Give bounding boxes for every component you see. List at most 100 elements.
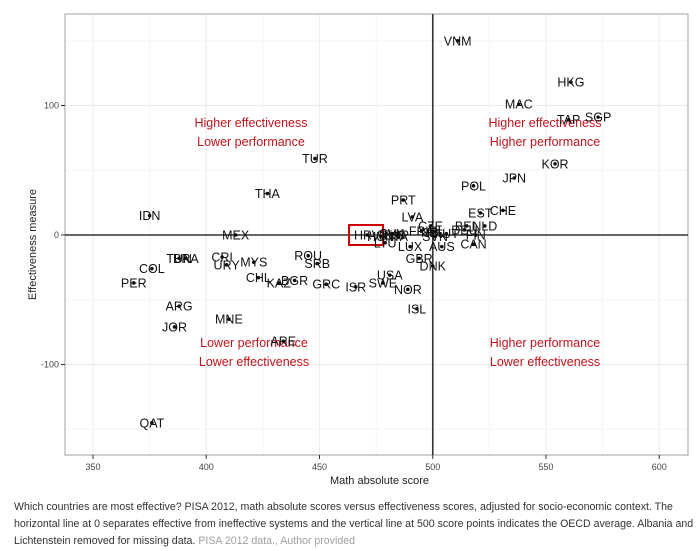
data-point-hkg [569, 80, 573, 84]
point-label: NZL [421, 226, 445, 240]
quadrant-annotation-top-right: Higher effectiveness [488, 116, 601, 130]
point-label: ARG [166, 300, 193, 314]
point-label: ESP [384, 229, 409, 243]
y-tick-label: 100 [44, 101, 59, 111]
point-label: IRL [425, 225, 445, 239]
data-point-che [501, 208, 505, 213]
point-label: LUX [398, 240, 423, 254]
point-label: AUT [434, 227, 459, 241]
data-point-nor [406, 287, 410, 292]
quadrant-annotation-bottom-right: Lower effectiveness [490, 355, 600, 369]
data-point-mac [517, 102, 521, 107]
data-point-qat [150, 420, 154, 425]
point-label: MAC [505, 98, 533, 112]
point-label: POL [461, 179, 486, 193]
quadrant-annotation-top-left: Higher effectiveness [194, 116, 307, 130]
point-label: VNM [444, 34, 472, 48]
highlight-box [348, 224, 385, 246]
country-points: VNM HKG MAC TAP SGP KOR JPN POL TUR THA IDN PRT LVA E… [121, 34, 611, 430]
y-axis-title: Effectiveness measure [27, 189, 39, 300]
point-label: SRB [304, 257, 330, 271]
data-point-isr [353, 285, 358, 289]
point-label: ROU [294, 249, 322, 263]
point-label: TUN [166, 252, 192, 266]
x-axis-title: Math absolute score [330, 475, 429, 487]
point-label: DEU [451, 223, 477, 237]
data-point-per [131, 281, 136, 285]
scatter-chart: Higher effectiveness Lower performance Hig… [27, 13, 689, 487]
quadrant-annotation-top-left: Lower performance [197, 135, 305, 149]
data-point-fra [419, 229, 424, 233]
point-label: NLD [472, 219, 497, 233]
x-tick-label: 600 [652, 462, 667, 472]
point-label: AUS [429, 240, 455, 254]
point-label: PRT [391, 194, 416, 208]
data-point-cze [428, 224, 433, 228]
data-point-kaz [276, 281, 281, 285]
data-point-pol [471, 183, 476, 188]
data-point-arg [177, 304, 181, 309]
point-label: SWE [369, 276, 397, 290]
x-tick-label: 500 [425, 462, 440, 472]
point-label: CHE [490, 204, 516, 218]
point-label: ITA [390, 230, 409, 244]
point-label: KAZ [267, 276, 292, 290]
data-point-ury [224, 262, 229, 267]
point-label: CRI [211, 251, 233, 265]
caption-text: Which countries are most effective? PISA… [14, 501, 694, 547]
data-point-can [471, 242, 476, 246]
point-label: ISL [408, 302, 427, 316]
data-point-chl [256, 275, 261, 280]
data-point-nzl [430, 230, 435, 235]
x-tick-label: 350 [85, 462, 100, 472]
data-point-mne [227, 317, 231, 321]
point-label: THA [255, 187, 281, 201]
data-point-svk [390, 231, 394, 236]
point-label: CZE [418, 219, 443, 233]
point-label: LTU [374, 236, 397, 250]
point-label: MNE [215, 313, 243, 327]
point-label: CHL [246, 271, 271, 285]
caption-source: PISA 2012 data., Author provided [198, 535, 355, 547]
point-label: IDN [139, 209, 161, 223]
data-point-tap [566, 117, 571, 122]
point-label: KOR [542, 157, 569, 171]
data-point-aut [444, 231, 449, 236]
point-label: MEX [222, 229, 250, 243]
data-point-prt [401, 198, 406, 202]
point-label: GRC [312, 278, 340, 292]
data-point-nld [483, 224, 487, 228]
quadrant-annotation-bottom-right: Higher performance [490, 336, 601, 350]
data-point-sgp [596, 115, 600, 119]
x-tick-label: 400 [199, 462, 214, 472]
data-point-jor [172, 325, 177, 329]
point-label: SVK [379, 227, 405, 241]
quadrant-annotation-top-right: Higher performance [490, 135, 601, 149]
data-point-hun [378, 234, 383, 239]
data-point-usa [387, 273, 392, 277]
quadrant-annotation-bottom-left: Lower effectiveness [199, 355, 309, 369]
point-label: TUR [302, 152, 328, 166]
data-point-dnk [430, 264, 435, 268]
data-point-rou [306, 253, 310, 258]
data-point-mex [233, 233, 238, 237]
data-point-est [478, 211, 483, 215]
point-label: CAN [460, 238, 486, 252]
point-label: HUN [367, 230, 394, 244]
data-point-bgr [292, 278, 297, 283]
x-tick-label: 450 [312, 462, 327, 472]
point-label: NOR [394, 283, 422, 297]
point-label: HRV [354, 229, 381, 243]
point-label: LVA [401, 210, 423, 224]
point-label: USA [377, 269, 403, 283]
point-label: COL [139, 262, 165, 276]
point-label: ARE [270, 335, 296, 349]
point-label: SGP [585, 111, 611, 125]
point-label: BEL [455, 219, 479, 233]
data-point-mys [252, 260, 256, 264]
point-label: QAT [139, 416, 164, 430]
data-point-deu [462, 228, 467, 232]
data-point-swe [381, 281, 385, 285]
data-point-lva [410, 215, 415, 219]
point-label: FIN [466, 229, 486, 243]
